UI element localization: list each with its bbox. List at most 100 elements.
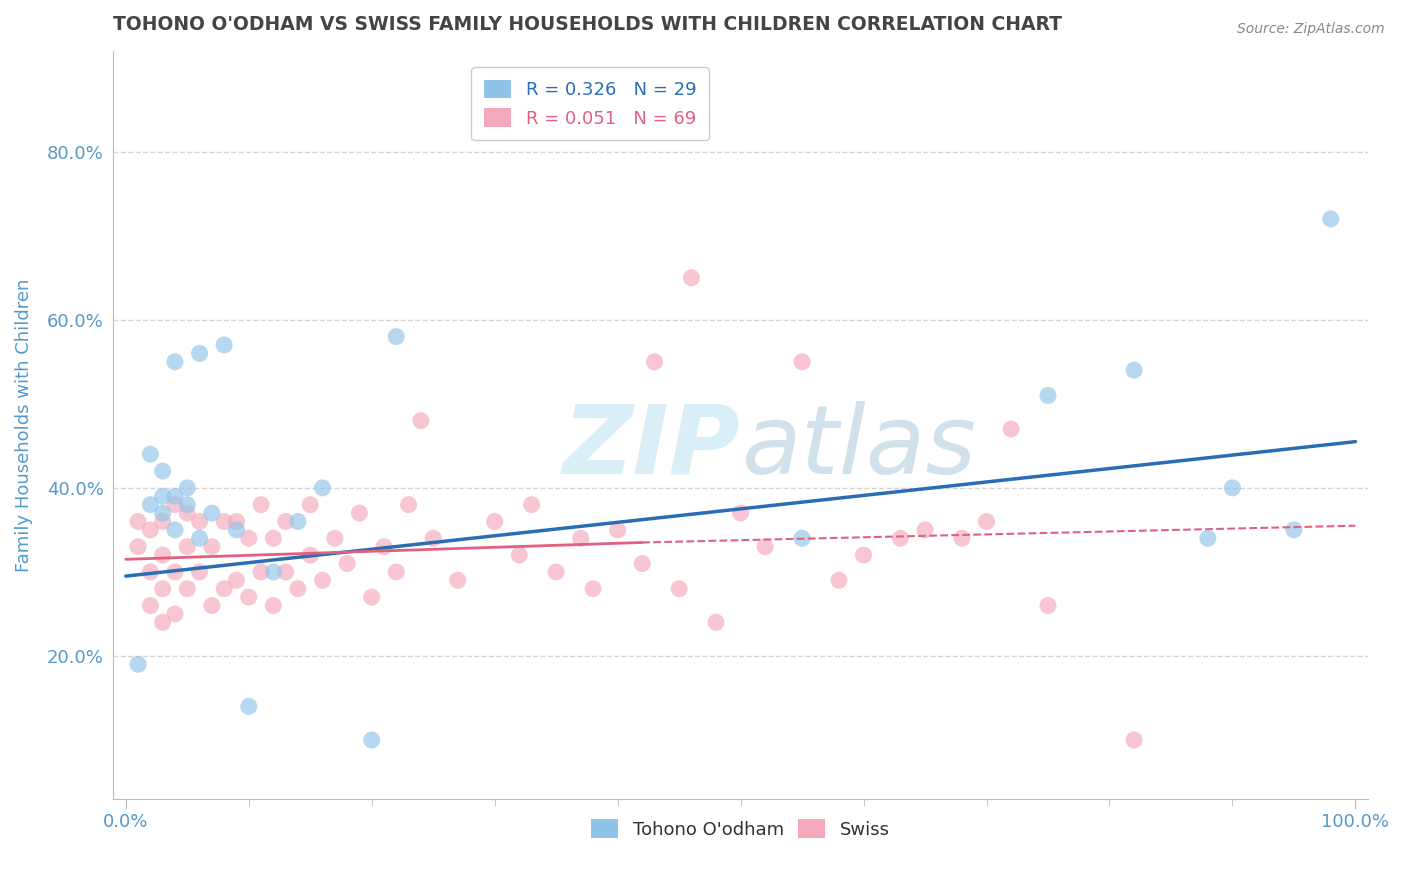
Point [238,590,260,604]
Point [311,481,333,495]
Point [274,515,297,529]
Point [409,414,432,428]
Point [176,506,198,520]
Point [139,599,162,613]
Point [976,515,998,529]
Point [176,481,198,495]
Point [188,515,211,529]
Point [360,733,382,747]
Point [262,531,284,545]
Point [176,498,198,512]
Text: ZIP: ZIP [562,401,741,494]
Point [398,498,420,512]
Point [681,270,703,285]
Point [287,582,309,596]
Point [385,565,408,579]
Point [201,540,224,554]
Point [299,548,322,562]
Point [262,565,284,579]
Point [139,565,162,579]
Point [1000,422,1022,436]
Point [201,506,224,520]
Point [238,531,260,545]
Point [212,515,235,529]
Point [546,565,568,579]
Point [1197,531,1219,545]
Point [127,515,149,529]
Point [668,582,690,596]
Y-axis label: Family Households with Children: Family Households with Children [15,278,32,572]
Point [1320,211,1343,226]
Point [569,531,592,545]
Point [950,531,973,545]
Point [311,574,333,588]
Point [250,565,273,579]
Point [299,498,322,512]
Point [644,355,666,369]
Point [188,531,211,545]
Point [484,515,506,529]
Point [163,607,186,621]
Point [225,523,247,537]
Point [790,355,813,369]
Text: TOHONO O'ODHAM VS SWISS FAMILY HOUSEHOLDS WITH CHILDREN CORRELATION CHART: TOHONO O'ODHAM VS SWISS FAMILY HOUSEHOLD… [114,15,1063,34]
Point [212,338,235,352]
Point [287,515,309,529]
Point [582,582,605,596]
Point [852,548,875,562]
Point [225,574,247,588]
Point [139,498,162,512]
Point [139,447,162,461]
Point [730,506,752,520]
Point [914,523,936,537]
Point [188,565,211,579]
Point [323,531,346,545]
Point [163,565,186,579]
Point [631,557,654,571]
Point [188,346,211,360]
Text: atlas: atlas [741,401,976,494]
Point [201,599,224,613]
Point [360,590,382,604]
Point [176,540,198,554]
Point [152,548,174,562]
Point [225,515,247,529]
Point [163,498,186,512]
Point [163,489,186,503]
Point [704,615,727,630]
Point [336,557,359,571]
Point [127,540,149,554]
Point [152,582,174,596]
Point [152,506,174,520]
Point [1123,733,1146,747]
Text: Source: ZipAtlas.com: Source: ZipAtlas.com [1237,22,1385,37]
Point [274,565,297,579]
Point [1036,599,1059,613]
Point [139,523,162,537]
Point [1036,388,1059,402]
Point [176,582,198,596]
Point [262,599,284,613]
Point [163,523,186,537]
Point [1222,481,1244,495]
Point [790,531,813,545]
Point [828,574,851,588]
Point [238,699,260,714]
Point [152,464,174,478]
Point [1282,523,1305,537]
Point [152,615,174,630]
Point [152,489,174,503]
Point [152,515,174,529]
Point [754,540,776,554]
Point [520,498,543,512]
Point [508,548,530,562]
Point [373,540,395,554]
Point [889,531,911,545]
Point [212,582,235,596]
Point [250,498,273,512]
Point [422,531,444,545]
Point [349,506,371,520]
Point [447,574,470,588]
Point [163,355,186,369]
Point [1123,363,1146,377]
